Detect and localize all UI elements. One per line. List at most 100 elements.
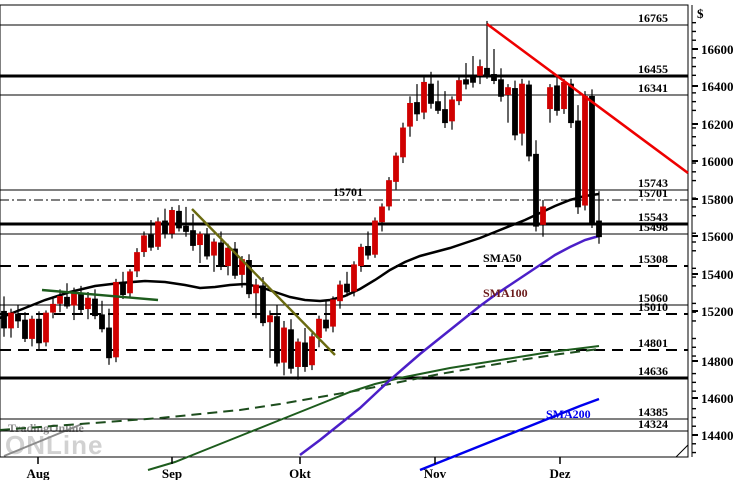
price-level-label: 15498 bbox=[638, 220, 668, 234]
candle-body bbox=[582, 95, 588, 206]
sma-label-sma50: SMA50 bbox=[483, 251, 522, 265]
candle-body bbox=[302, 342, 308, 367]
sma50-line bbox=[0, 192, 600, 320]
olive-downtrend bbox=[191, 208, 336, 356]
candle-body bbox=[281, 327, 287, 363]
candle-body bbox=[393, 155, 399, 182]
chart-annotations: 15701 bbox=[333, 185, 363, 199]
price-level-label: 15010 bbox=[638, 300, 668, 314]
axis-tick-label: 15600 bbox=[701, 229, 734, 244]
candle-body bbox=[414, 102, 420, 115]
candle-body bbox=[204, 234, 210, 257]
candle-body bbox=[183, 225, 189, 232]
price-level-label: 15701 bbox=[638, 186, 668, 200]
candle-body bbox=[1, 310, 7, 329]
axis-tick-label: 15800 bbox=[701, 192, 734, 207]
candle-body bbox=[547, 87, 553, 110]
candle-body bbox=[176, 210, 182, 229]
candle-body bbox=[120, 282, 126, 296]
candle-body bbox=[463, 79, 469, 85]
candle-body bbox=[470, 76, 476, 83]
candle-body bbox=[323, 319, 329, 329]
price-level-label: 16341 bbox=[638, 81, 668, 95]
candle-body bbox=[253, 284, 259, 294]
candle-body bbox=[379, 206, 385, 223]
candle-body bbox=[85, 297, 91, 310]
candle-body bbox=[351, 264, 357, 292]
candle-body bbox=[400, 127, 406, 158]
candle-body bbox=[113, 281, 119, 358]
month-label: Aug bbox=[26, 466, 50, 480]
candle-body bbox=[22, 319, 28, 339]
price-level-label: 14801 bbox=[638, 336, 668, 350]
axis-tick-label: 15400 bbox=[701, 267, 734, 282]
candle-body bbox=[8, 312, 14, 329]
month-label: Sep bbox=[162, 466, 182, 480]
green-downtrend bbox=[41, 288, 159, 302]
candle-body bbox=[477, 66, 483, 76]
sma-label-sma100: SMA100 bbox=[483, 286, 528, 300]
candle-body bbox=[358, 246, 364, 267]
candle-body bbox=[491, 74, 497, 81]
axis-tick-label: 16400 bbox=[701, 79, 734, 94]
candle-body bbox=[330, 299, 336, 327]
price-level-label: 14385 bbox=[638, 405, 668, 419]
candle-body bbox=[99, 314, 105, 330]
axis-tick-label: 14600 bbox=[701, 391, 734, 406]
candle-body bbox=[344, 283, 350, 293]
candle-body bbox=[428, 83, 434, 104]
candle-body bbox=[435, 101, 441, 111]
candle-body bbox=[211, 241, 217, 256]
candle-body bbox=[561, 81, 567, 110]
candle-body bbox=[295, 341, 301, 367]
candle-body bbox=[316, 318, 322, 339]
candle-body bbox=[15, 313, 21, 322]
price-level-label: 15543 bbox=[638, 210, 668, 224]
indicator-lines bbox=[0, 192, 600, 472]
chart-annotation-label: 15701 bbox=[333, 185, 363, 199]
month-label: Nov bbox=[424, 466, 447, 480]
price-level-label: 16455 bbox=[638, 62, 668, 76]
candle-body bbox=[64, 296, 70, 307]
candle-body bbox=[456, 80, 462, 102]
price-axis: $16600 16400 16200 16000 15800 15600 15400 1520… bbox=[691, 5, 734, 457]
sma100-line bbox=[299, 234, 600, 456]
price-level-label: 15060 bbox=[638, 291, 668, 305]
sma-labels: SMA50 SMA100 SMA200 bbox=[483, 251, 591, 421]
candle-body bbox=[484, 67, 490, 76]
price-level-label: 16765 bbox=[638, 11, 668, 25]
candle-body bbox=[148, 234, 154, 248]
candle-body bbox=[57, 295, 63, 304]
axis-tick-label: 16000 bbox=[701, 154, 734, 169]
resistance-downtrend bbox=[486, 22, 689, 175]
candle-body bbox=[50, 303, 56, 313]
resize-handle-icon[interactable] bbox=[674, 443, 689, 458]
candle-body bbox=[540, 206, 546, 225]
candle-body bbox=[372, 220, 378, 255]
candle-body bbox=[575, 120, 581, 208]
sma-label-sma200: SMA200 bbox=[546, 407, 591, 421]
price-level-label: 15743 bbox=[638, 176, 668, 190]
sma200-line bbox=[419, 397, 600, 472]
candle-body bbox=[78, 293, 84, 310]
trendlines bbox=[41, 22, 689, 356]
axis-tick-label: 14400 bbox=[701, 428, 734, 443]
candle-body bbox=[197, 233, 203, 246]
watermark-main-text: ONLine bbox=[5, 430, 103, 460]
candle-body bbox=[421, 81, 427, 113]
candle-body bbox=[519, 83, 525, 134]
candle-body bbox=[232, 248, 238, 276]
candle-body bbox=[246, 260, 252, 295]
candle-body bbox=[589, 95, 595, 224]
candle-body bbox=[155, 221, 161, 247]
candle-body bbox=[127, 271, 133, 294]
axis-tick-label: 16200 bbox=[701, 117, 734, 132]
month-label: Dez bbox=[550, 466, 571, 480]
month-label: Okt bbox=[289, 466, 311, 480]
candle-body bbox=[386, 180, 392, 207]
axis-tick-label: 14800 bbox=[701, 354, 734, 369]
candle-body bbox=[162, 220, 168, 235]
